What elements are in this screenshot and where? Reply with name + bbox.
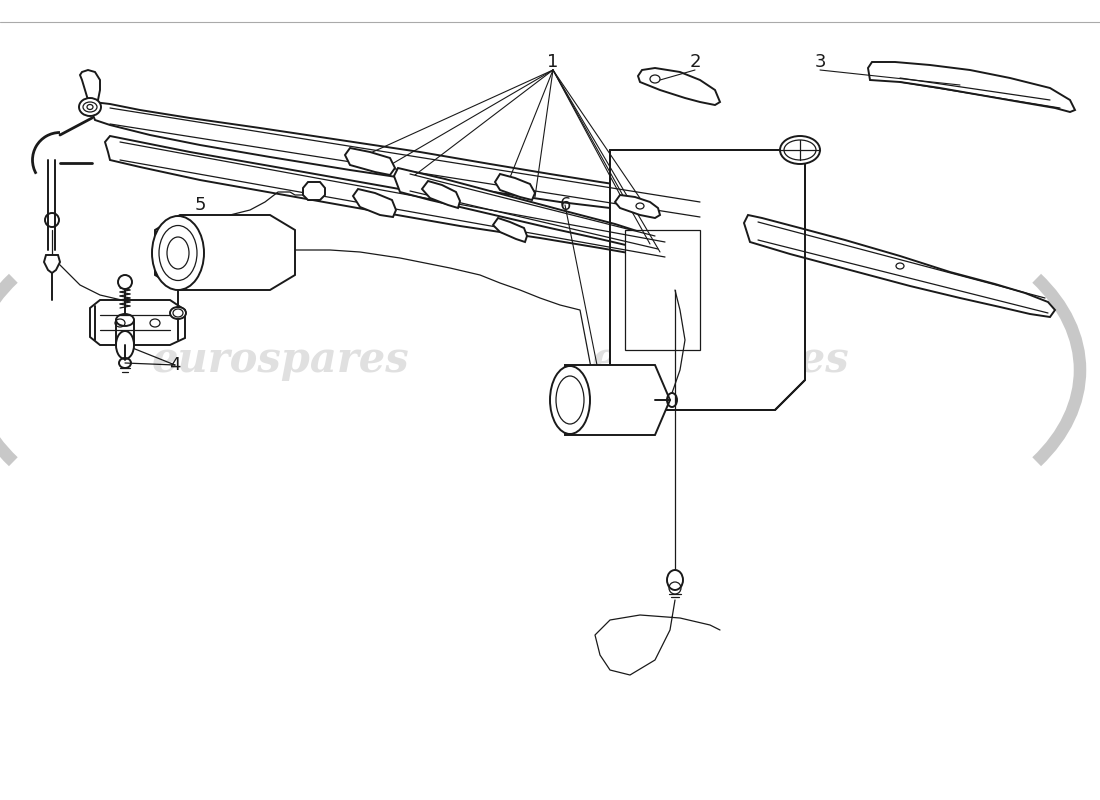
Text: 6: 6 — [559, 196, 571, 214]
Polygon shape — [495, 174, 535, 200]
Polygon shape — [44, 255, 60, 273]
Polygon shape — [638, 68, 721, 105]
Polygon shape — [868, 62, 1075, 112]
Ellipse shape — [79, 98, 101, 116]
Polygon shape — [302, 182, 324, 200]
Ellipse shape — [780, 136, 820, 164]
Ellipse shape — [550, 366, 590, 434]
Ellipse shape — [667, 570, 683, 590]
Polygon shape — [744, 215, 1055, 317]
Polygon shape — [353, 189, 396, 217]
Ellipse shape — [116, 314, 134, 326]
Polygon shape — [80, 70, 100, 105]
Text: 3: 3 — [814, 53, 826, 71]
Ellipse shape — [152, 216, 204, 290]
Text: eurospares: eurospares — [591, 339, 849, 381]
Text: eurospares: eurospares — [151, 339, 409, 381]
Ellipse shape — [170, 307, 186, 319]
Polygon shape — [625, 230, 700, 350]
Polygon shape — [615, 195, 660, 218]
Text: 2: 2 — [690, 53, 701, 71]
Polygon shape — [422, 181, 460, 208]
Polygon shape — [565, 365, 670, 435]
Polygon shape — [394, 168, 663, 253]
Text: 1: 1 — [548, 53, 559, 71]
Polygon shape — [90, 102, 715, 218]
Polygon shape — [155, 215, 295, 290]
Text: 5: 5 — [195, 196, 206, 214]
Text: 4: 4 — [169, 356, 180, 374]
Polygon shape — [90, 300, 185, 345]
Ellipse shape — [118, 275, 132, 289]
Polygon shape — [610, 150, 805, 410]
Polygon shape — [345, 148, 395, 175]
Polygon shape — [104, 136, 674, 260]
Polygon shape — [493, 218, 527, 242]
Ellipse shape — [116, 331, 134, 359]
